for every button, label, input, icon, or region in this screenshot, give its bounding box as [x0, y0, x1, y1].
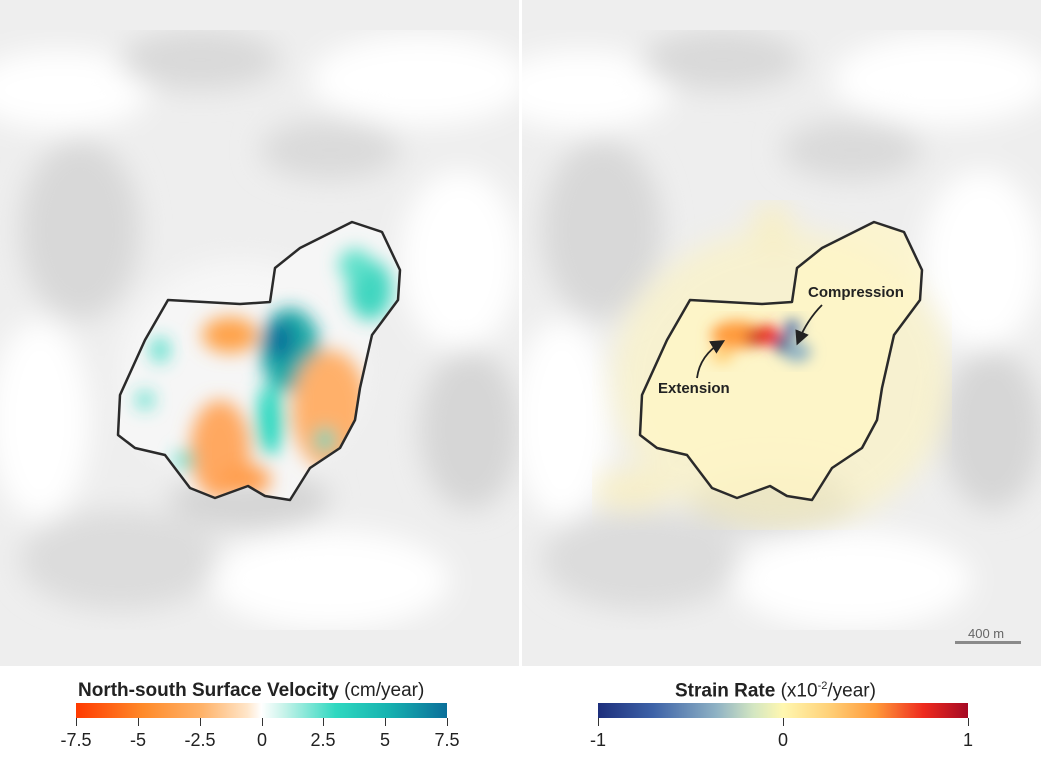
velocity-colorbar-tick: [385, 718, 386, 726]
strain-legend-unit-exp: -2: [817, 680, 828, 692]
velocity-colorbar-tick: [76, 718, 77, 726]
strain-map-panel: [522, 0, 1041, 666]
strain-colorbar-tick: [598, 718, 599, 726]
strain-map: [522, 0, 1041, 666]
annotation-extension: Extension: [658, 380, 730, 397]
strain-colorbar-tick-label: -1: [589, 730, 607, 750]
velocity-map-panel: [0, 0, 519, 666]
compression-arrow: [795, 304, 823, 346]
strain-colorbar-tick: [783, 718, 784, 726]
strain-colorbar-tick-label: 0: [777, 730, 789, 750]
velocity-colorbar-tick: [262, 718, 263, 726]
strain-legend-title: Strain Rate (x10-2/year): [675, 680, 876, 702]
velocity-legend-title-bold: North-south Surface Velocity: [78, 680, 339, 701]
landslide-outline: [638, 220, 924, 502]
panel-divider: [519, 0, 522, 666]
velocity-colorbar-tick-label: 5: [379, 730, 391, 750]
strain-colorbar-tick: [968, 718, 969, 726]
velocity-legend-unit: (cm/year): [344, 680, 425, 701]
velocity-colorbar-tick-label: -7.5: [60, 730, 92, 750]
velocity-legend-title: North-south Surface Velocity (cm/year): [78, 680, 424, 702]
velocity-colorbar-tick: [138, 718, 139, 726]
strain-legend-unit-prefix: (x10: [780, 680, 818, 702]
velocity-map: [0, 0, 519, 666]
strain-colorbar: [598, 703, 968, 718]
strain-legend-unit-suffix: /year): [827, 680, 876, 702]
velocity-colorbar-tick-label: 7.5: [434, 730, 460, 750]
extension-arrow: [696, 340, 726, 379]
velocity-colorbar-tick: [200, 718, 201, 726]
landslide-outline: [116, 220, 402, 502]
velocity-colorbar: [76, 703, 447, 718]
scale-bar: [955, 641, 1021, 644]
scale-bar-label: 400 m: [968, 626, 1005, 641]
velocity-colorbar-tick: [447, 718, 448, 726]
velocity-colorbar-tick-label: -2.5: [184, 730, 216, 750]
annotation-compression: Compression: [808, 284, 904, 301]
velocity-colorbar-tick-label: 2.5: [310, 730, 336, 750]
strain-legend-title-bold: Strain Rate: [675, 680, 776, 702]
velocity-colorbar-tick: [323, 718, 324, 726]
strain-colorbar-tick-label: 1: [962, 730, 974, 750]
velocity-colorbar-tick-label: 0: [256, 730, 268, 750]
velocity-colorbar-tick-label: -5: [129, 730, 147, 750]
